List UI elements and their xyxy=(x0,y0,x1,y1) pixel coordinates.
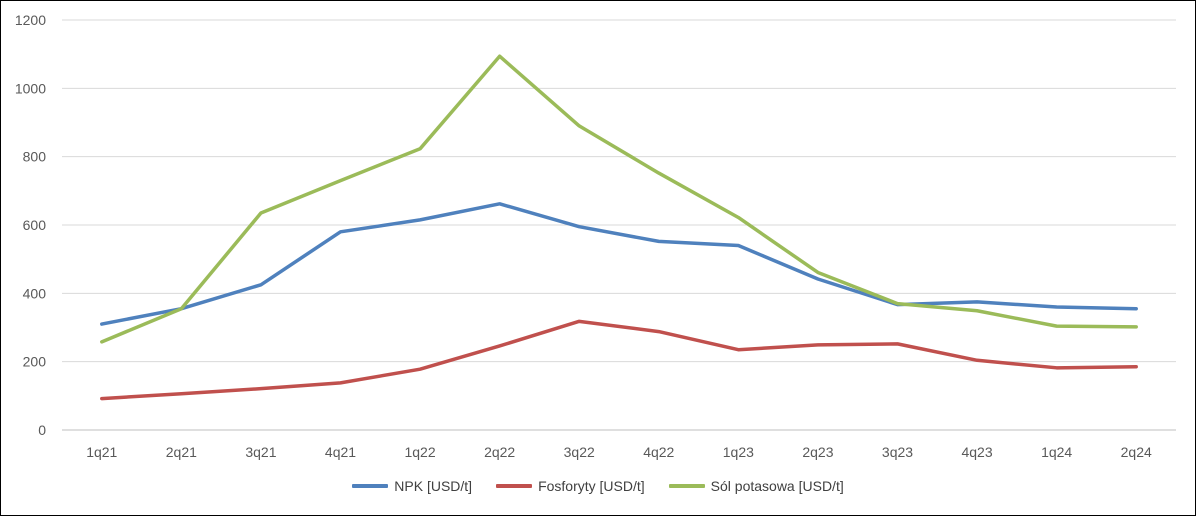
x-tick-label: 2q23 xyxy=(802,444,833,460)
x-tick-label: 3q23 xyxy=(882,444,913,460)
legend-swatch xyxy=(352,484,389,488)
legend-label: Sól potasowa [USD/t] xyxy=(710,478,844,494)
x-tick-label: 1q24 xyxy=(1041,444,1072,460)
x-tick-label: 4q23 xyxy=(961,444,992,460)
legend-item: Sól potasowa [USD/t] xyxy=(668,478,844,494)
series-line-3 xyxy=(100,54,1138,344)
legend-swatch xyxy=(496,484,533,488)
legend-item: Fosforyty [USD/t] xyxy=(496,478,645,494)
x-tick-label: 1q22 xyxy=(404,444,435,460)
x-tick-label: 4q21 xyxy=(325,444,356,460)
x-tick-label: 2q21 xyxy=(166,444,197,460)
y-tick-label: 400 xyxy=(23,285,47,301)
chart-legend: NPK [USD/t] Fosforyty [USD/t] Sól potasowa… xyxy=(0,478,1196,494)
x-tick-label: 1q21 xyxy=(86,444,117,460)
x-tick-label: 2q24 xyxy=(1121,444,1152,460)
y-tick-label: 800 xyxy=(23,149,47,165)
legend-label: NPK [USD/t] xyxy=(394,478,473,494)
legend-label: Fosforyty [USD/t] xyxy=(538,478,645,494)
x-tick-label: 3q21 xyxy=(245,444,276,460)
y-tick-label: 200 xyxy=(23,354,47,370)
line-chart: 0 200 400 600 800 1000 1200 1q21 2q21 3q21 4q21 1q2… xyxy=(15,12,1176,460)
series-line-2 xyxy=(100,319,1138,401)
legend-swatch xyxy=(668,484,705,488)
x-tick-label: 1q23 xyxy=(723,444,754,460)
x-tick-label: 2q22 xyxy=(484,444,515,460)
y-tick-label: 600 xyxy=(23,217,47,233)
x-tick-label: 3q22 xyxy=(564,444,595,460)
x-tick-label: 4q22 xyxy=(643,444,674,460)
y-tick-label: 1200 xyxy=(15,12,46,28)
y-tick-label: 1000 xyxy=(15,80,46,96)
series-line-1 xyxy=(100,202,1138,326)
y-tick-label: 0 xyxy=(38,422,46,438)
legend-item: NPK [USD/t] xyxy=(352,478,472,494)
